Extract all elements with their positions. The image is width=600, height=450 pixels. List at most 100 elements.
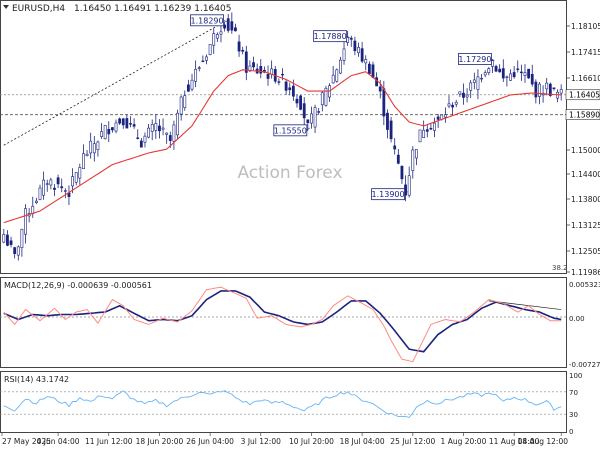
price-axis: 1.18105 1.17415 1.16610 1.15890 1.15000 1.144… [552,22,600,277]
candle-body [129,123,132,125]
price-tick-label: 1.15000 [571,146,600,155]
candle-body [447,103,451,107]
candle [512,66,516,79]
candle-body [516,68,520,70]
candle [186,79,190,92]
candle [259,59,263,79]
candle-body [219,31,223,35]
candle-body [31,205,35,214]
candle [527,68,531,79]
candle [447,95,451,109]
candle-body [212,33,216,46]
macd-line [3,286,562,363]
swing-label: 1.15550 [273,124,311,137]
candle [139,138,143,148]
macd-tick-label: -0.007273 [569,361,600,369]
candle [454,99,458,108]
candle-body [295,98,299,104]
candle [136,129,140,140]
candle-body [509,73,512,81]
rsi-line [3,390,562,418]
candle [42,171,46,200]
macd-title: MACD(12,26,9) -0.000639 -0.000561 [4,281,152,290]
rsi-title: RSI(14) 43.1742 [4,375,69,384]
candle [556,89,559,103]
candle-body [136,137,140,139]
swing-label-leader [223,20,227,23]
swing-label-box [313,30,348,43]
rsi-line-layer [3,390,562,418]
candle [241,46,245,55]
candle-body [100,131,103,137]
price-panel-frame [0,0,567,274]
candle-body [252,62,255,68]
current-price-label: 1.16405 [569,91,600,100]
candle-body [24,208,27,235]
candle [2,228,6,244]
candle-body [545,82,549,90]
candle [299,94,302,111]
candle [339,56,342,75]
candle-body [288,87,292,91]
candle [255,63,259,75]
candle [429,123,433,131]
candle [226,13,230,33]
candle [158,119,161,139]
candle [71,168,74,194]
time-tick-label: 1 Aug 20:00 [441,437,487,446]
candle [367,61,371,75]
candle [16,245,20,261]
candle [487,67,491,76]
rsi-tick-label: 100 [569,372,582,380]
candle [244,45,248,81]
candle [176,109,179,140]
candle [270,60,274,79]
candle-body [451,104,455,108]
header-dropdown-icon[interactable] [3,5,9,9]
candle-body [85,153,89,156]
candle [407,166,411,198]
price-tick-label: 1.13125 [571,221,600,230]
candle [480,73,483,83]
candle-body [357,47,360,54]
candle-body [317,111,321,113]
candle-body [259,66,263,74]
time-tick-label: 18 Aug 12:00 [517,437,568,446]
candle [433,117,436,138]
candle-body [92,143,96,154]
candle [132,118,136,129]
price-tick-label: 1.12505 [571,247,600,256]
candle-body [342,48,346,61]
candle [469,80,473,99]
candle [422,120,426,139]
candle-body [139,140,143,148]
candle [313,104,317,134]
moving-average-layer [3,69,562,224]
candle [9,236,13,248]
candle [400,165,404,184]
candle-body [476,76,480,90]
candle [534,79,538,104]
candle-body [487,68,491,73]
candle-body [339,59,342,74]
candle [266,65,270,86]
candle [331,66,335,84]
candle-body [396,154,400,164]
macd-lines [3,286,562,363]
candle-body [349,37,353,40]
candle [179,95,183,121]
rsi-guide-lines [0,391,566,415]
candle-body [230,21,234,31]
candle-body [215,34,219,39]
time-tick-label: 27 May 2025 [2,437,51,446]
time-tick-label: 4 Jun 04:00 [37,437,80,446]
candle-body [429,127,433,130]
swing-label-text: 1.15550 [274,126,307,135]
candle-body [371,64,375,78]
candle [505,75,509,87]
candle [56,174,60,189]
swing-label-leader [404,191,408,195]
candle [320,91,324,112]
candle-body [281,73,284,76]
